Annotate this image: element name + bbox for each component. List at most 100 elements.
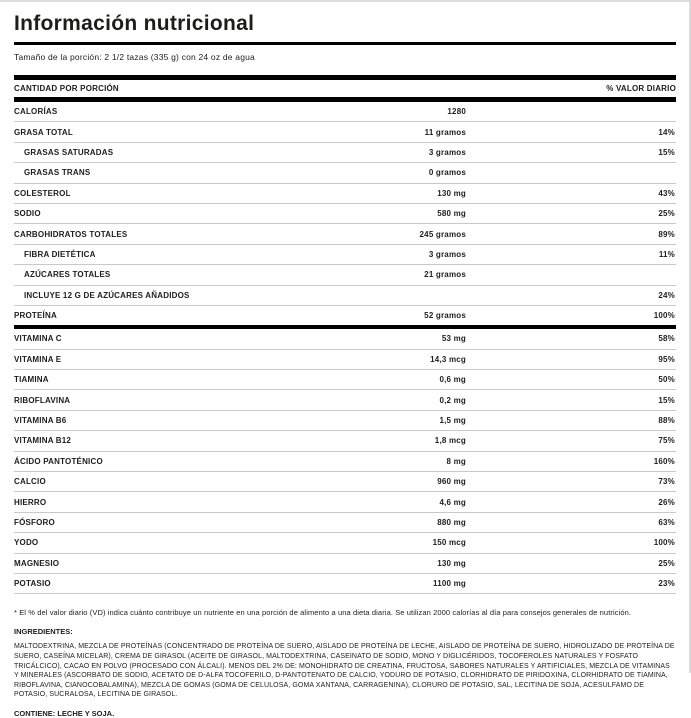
table-row: TIAMINA 0,6 mg 50% — [14, 370, 676, 391]
header-bottom-bar — [14, 97, 676, 102]
nutrient-name: TIAMINA — [14, 375, 49, 385]
table-row: AZÚCARES TOTALES 21 gramos — [14, 265, 676, 286]
nutrient-daily-value: 26% — [658, 497, 675, 507]
nutrient-daily-value: 75% — [658, 436, 675, 446]
serving-size-text: Tamaño de la porción: 2 1/2 tazas (335 g… — [14, 52, 255, 62]
nutrient-amount: 21 gramos — [424, 270, 466, 280]
nutrient-name: YODO — [14, 538, 39, 548]
table-row: PROTEÍNA 52 gramos 100% — [14, 306, 676, 325]
nutrient-daily-value: 25% — [658, 558, 675, 568]
page-title: Información nutricional — [14, 12, 255, 35]
nutrient-daily-value: 24% — [658, 290, 675, 300]
allergen-statement: CONTIENE: LECHE Y SOJA. — [14, 708, 115, 718]
nutrient-daily-value: 63% — [658, 518, 675, 527]
nutrient-amount: 52 gramos — [424, 311, 466, 321]
nutrient-name: VITAMINA C — [14, 334, 62, 344]
nutrient-name: POTASIO — [14, 579, 51, 589]
nutrient-name: SODIO — [14, 209, 41, 219]
nutrient-daily-value: 95% — [658, 354, 675, 364]
nutrient-daily-value: 23% — [658, 579, 675, 589]
title-divider — [14, 42, 676, 45]
table-row: FÓSFORO 880 mg 63% — [14, 513, 676, 534]
nutrient-name: CALORÍAS — [14, 107, 58, 117]
nutrient-daily-value: 11% — [658, 249, 675, 259]
nutrient-name: HIERRO — [14, 497, 47, 507]
table-row: GRASA TOTAL 11 gramos 14% — [14, 122, 676, 143]
nutrient-name: CARBOHIDRATOS TOTALES — [14, 229, 128, 239]
nutrient-name: COLESTEROL — [14, 188, 71, 198]
nutrient-name: CALCIO — [14, 477, 46, 487]
nutrient-name: VITAMINA B12 — [14, 436, 72, 446]
nutrient-amount: 1280 — [447, 107, 466, 117]
column-header-amount: CANTIDAD POR PORCIÓN — [14, 84, 119, 93]
nutrient-amount: 53 mg — [441, 334, 466, 344]
nutrient-name: PROTEÍNA — [14, 311, 57, 321]
nutrient-name: MAGNESIO — [14, 558, 60, 568]
nutrient-daily-value: 73% — [658, 477, 675, 487]
nutrient-name: GRASA TOTAL — [14, 127, 73, 137]
column-header-daily-value: % VALOR DIARIO — [606, 84, 676, 93]
nutrient-amount: 3 gramos — [428, 147, 466, 157]
nutrient-amount: 1100 mg — [433, 579, 466, 589]
table-row: CALORÍAS 1280 — [14, 102, 676, 123]
nutrient-daily-value: 88% — [658, 416, 675, 426]
nutrient-amount: 130 mg — [437, 558, 466, 568]
nutrient-daily-value: 15% — [658, 395, 675, 405]
nutrient-daily-value: 160% — [653, 456, 675, 466]
table-row: RIBOFLAVINA 0,2 mg 15% — [14, 390, 676, 411]
daily-value-footnote: * El % del valor diario (VD) indica cuán… — [14, 608, 632, 618]
nutrient-amount: 580 mg — [437, 209, 466, 219]
nutrient-amount: 4,6 mg — [439, 497, 466, 507]
nutrient-daily-value: 15% — [658, 147, 675, 157]
nutrient-daily-value: 43% — [658, 188, 675, 198]
nutrient-name: INCLUYE 12 G DE AZÚCARES AÑADIDOS — [24, 290, 190, 300]
nutrient-amount: 3 gramos — [428, 249, 466, 259]
nutrient-name: FIBRA DIETÉTICA — [24, 249, 96, 259]
table-row: POTASIO 1100 mg 23% — [14, 574, 676, 595]
table-row: VITAMINA B12 1,8 mcg 75% — [14, 431, 676, 452]
table-row: VITAMINA B6 1,5 mg 88% — [14, 411, 676, 432]
nutrient-name: VITAMINA E — [14, 354, 62, 364]
table-row: CALCIO 960 mg 73% — [14, 472, 676, 493]
nutrient-daily-value: 89% — [658, 229, 675, 239]
nutrient-amount: 0,6 mg — [439, 375, 466, 385]
nutrient-amount: 11 gramos — [424, 127, 466, 137]
table-row: GRASAS TRANS 0 gramos — [14, 163, 676, 184]
table-column-header: CANTIDAD POR PORCIÓN % VALOR DIARIO — [14, 80, 676, 97]
table-row: VITAMINA C 53 mg 58% — [14, 329, 676, 350]
nutrient-amount: 150 mcg — [432, 538, 466, 548]
nutrient-amount: 245 gramos — [419, 229, 466, 239]
header-top-bar — [14, 75, 676, 80]
nutrient-name: GRASAS SATURADAS — [24, 147, 114, 157]
table-row: MAGNESIO 130 mg 25% — [14, 554, 676, 574]
nutrient-amount: 0 gramos — [428, 168, 466, 178]
table-row: ÁCIDO PANTOTÉNICO 8 mg 160% — [14, 452, 676, 473]
nutrient-daily-value: 25% — [658, 209, 675, 219]
nutrient-name: VITAMINA B6 — [14, 416, 67, 426]
nutrient-daily-value: 14% — [658, 127, 675, 137]
nutrient-name: GRASAS TRANS — [24, 168, 91, 178]
table-row: GRASAS SATURADAS 3 gramos 15% — [14, 143, 676, 164]
nutrient-name: AZÚCARES TOTALES — [24, 270, 111, 280]
nutrient-amount: 880 mg — [437, 518, 466, 527]
nutrient-amount: 1,5 mg — [439, 416, 466, 426]
table-row: FIBRA DIETÉTICA 3 gramos 11% — [14, 245, 676, 266]
nutrient-daily-value: 100% — [653, 311, 675, 321]
table-row: YODO 150 mcg 100% — [14, 533, 676, 554]
table-row: HIERRO 4,6 mg 26% — [14, 492, 676, 513]
nutrient-amount: 130 mg — [437, 188, 466, 198]
table-row: CARBOHIDRATOS TOTALES 245 gramos 89% — [14, 224, 676, 245]
nutrient-daily-value: 50% — [658, 375, 675, 385]
nutrient-amount: 0,2 mg — [439, 395, 466, 405]
nutrient-amount: 960 mg — [437, 477, 466, 487]
ingredients-heading: INGREDIENTES: — [14, 627, 73, 637]
table-row: COLESTEROL 130 mg 43% — [14, 184, 676, 204]
nutrient-table: CALORÍAS 1280 GRASA TOTAL 11 gramos 14% GRASA… — [14, 102, 676, 595]
table-row: INCLUYE 12 G DE AZÚCARES AÑADIDOS 24% — [14, 286, 676, 306]
nutrient-daily-value: 100% — [653, 538, 675, 548]
nutrient-name: RIBOFLAVINA — [14, 395, 71, 405]
table-row: VITAMINA E 14,3 mcg 95% — [14, 350, 676, 371]
section-divider — [14, 325, 676, 330]
nutrient-name: FÓSFORO — [14, 518, 55, 527]
